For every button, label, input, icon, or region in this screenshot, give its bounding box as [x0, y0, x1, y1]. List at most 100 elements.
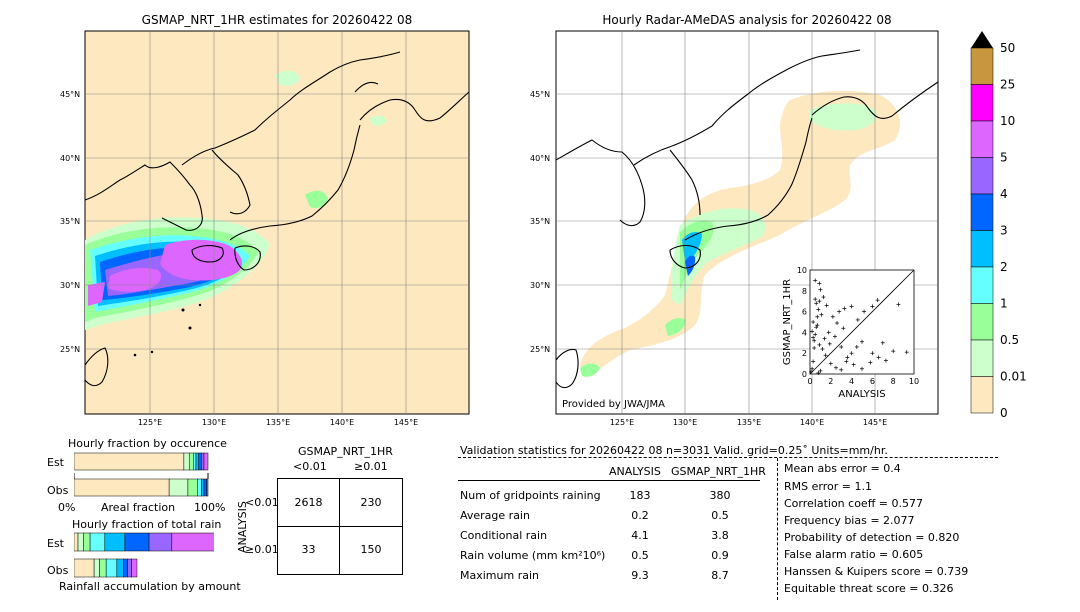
scatter-point: [880, 340, 885, 345]
scatter-point: [818, 287, 823, 292]
left-lat-45: 45°N: [60, 90, 80, 99]
scatter-point: [870, 351, 875, 356]
score-7: Equitable threat score = 0.326: [784, 582, 954, 595]
colorbar-block: [970, 266, 994, 304]
left-lon-135: 135°E: [266, 418, 290, 427]
scatter-point: [839, 344, 844, 349]
bar-segment: [188, 452, 194, 471]
scatter-xlabel: ANALYSIS: [838, 389, 885, 400]
occurrence-title: Hourly fraction by occurence: [68, 437, 227, 450]
scatter-ytick: 0: [802, 370, 807, 379]
right-lat-30: 30°N: [530, 281, 550, 290]
left-map-title: GSMAP_NRT_1HR estimates for 20260422 08: [141, 13, 413, 27]
scatter-ytick: 4: [802, 328, 807, 337]
bar-segment: [206, 478, 209, 497]
bar-segment: [195, 452, 199, 471]
bar-segment: [124, 532, 150, 552]
colorbar-label: 1: [1000, 297, 1008, 311]
right-lon-125: 125°E: [610, 418, 634, 427]
occurrence-bars: [74, 452, 209, 497]
right-lat-40: 40°N: [530, 154, 550, 163]
scatter-point: [896, 302, 901, 307]
colorbar-label: 5: [1000, 151, 1008, 165]
bar-segment: [99, 558, 107, 578]
bar-segment: [74, 532, 79, 552]
right-map-title: Hourly Radar-AMeDAS analysis for 2026042…: [602, 13, 892, 27]
rain-xlabel: Rainfall accumulation by amount: [59, 580, 241, 593]
left-lat-40: 40°N: [60, 154, 80, 163]
scatter-point: [870, 304, 875, 309]
score-4: Probability of detection = 0.820: [784, 531, 960, 544]
score-0: Mean abs error = 0.4: [784, 462, 901, 475]
scatter-point: [815, 314, 820, 319]
occ-x-start: 0%: [58, 501, 76, 514]
scatter-point: [832, 334, 837, 339]
bar-segment: [148, 532, 173, 552]
scatter-point: [841, 326, 846, 331]
occ-obs-label: Obs: [47, 484, 69, 497]
cell-10: 33: [301, 543, 316, 556]
scatter-point: [904, 350, 909, 355]
bar-segment: [93, 558, 100, 578]
rain-obs-label: Obs: [47, 564, 69, 577]
right-lat-45: 45°N: [530, 90, 550, 99]
bar-segment: [198, 452, 202, 471]
stat-gsmap-1: 0.5: [711, 509, 729, 522]
scatter-point: [821, 295, 826, 300]
score-6: Hanssen & Kuipers score = 0.739: [784, 565, 969, 578]
scatter-xtick: 6: [870, 377, 875, 386]
occ-est-label: Est: [47, 456, 64, 469]
contingency-row-0: <0.01: [245, 496, 279, 509]
left-map: 45°N 40°N 35°N 30°N 25°N 125°E 130°E 135…: [60, 30, 470, 427]
right-lat-35: 35°N: [530, 217, 550, 226]
right-map-credit: Provided by JWA/JMA: [562, 399, 665, 410]
bar-segment: [131, 558, 138, 578]
scatter-point: [810, 329, 815, 334]
scatter-point: [839, 367, 844, 372]
right-lon-140: 140°E: [800, 418, 824, 427]
col-analysis: ANALYSIS: [609, 465, 661, 478]
stat-analysis-2: 4.1: [631, 529, 649, 542]
score-5: False alarm ratio = 0.605: [784, 548, 924, 561]
bar-segment: [74, 478, 170, 497]
scatter-point: [811, 359, 816, 364]
bar-segment: [203, 478, 207, 497]
bar-segment: [187, 478, 198, 497]
scatter-points: [809, 278, 909, 375]
scatter-point: [813, 332, 818, 337]
bar-segment: [203, 452, 209, 471]
scatter-point: [835, 321, 840, 326]
stat-label-0: Num of gridpoints raining: [460, 489, 601, 502]
bar-segment: [83, 532, 91, 552]
validation-divider: [458, 457, 998, 458]
right-lat-25: 25°N: [530, 345, 550, 354]
colorbar-block: [970, 47, 994, 85]
scatter-point: [891, 349, 896, 354]
colorbar-label: 4: [1000, 187, 1008, 201]
scatter-point: [860, 339, 864, 344]
scatter-xtick: 4: [849, 377, 854, 386]
scatter-point: [837, 309, 842, 314]
colorbar-block: [970, 84, 994, 122]
scatter-ylabel: GSMAP_NRT_1HR: [782, 279, 793, 365]
contingency-table: 2618 230 33 150: [277, 478, 403, 575]
colorbar-label: 0.01: [1000, 370, 1027, 384]
scatter-inset: 0 2 4 6 8 10 0 2 4 6 8 10 ANALYSIS GSMAP_NRT_1HR: [782, 266, 919, 400]
colorbar-label: 0.5: [1000, 333, 1019, 347]
stat-label-2: Conditional rain: [460, 529, 548, 542]
bar-segment: [127, 558, 132, 578]
scatter-point: [826, 330, 831, 335]
colorbar-block: [970, 339, 994, 377]
scatter-point: [812, 338, 817, 343]
colorbar-label: 2: [1000, 260, 1008, 274]
total-rain-title: Hourly fraction of total rain: [72, 518, 222, 531]
colorbar-block: [970, 230, 994, 268]
scatter-point: [849, 304, 854, 309]
col-gsmap: GSMAP_NRT_1HR: [671, 465, 766, 478]
left-lon-130: 130°E: [202, 418, 226, 427]
cell-00: 2618: [294, 496, 323, 509]
occ-xlabel: Areal fraction: [101, 501, 176, 514]
left-lat-35: 35°N: [60, 217, 80, 226]
bar-segment: [74, 558, 95, 578]
right-lon-135: 135°E: [737, 418, 761, 427]
